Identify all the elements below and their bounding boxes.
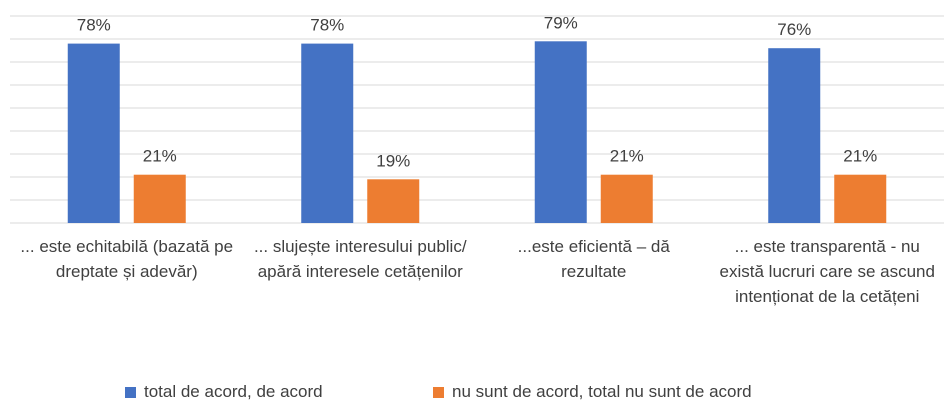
bar: [367, 179, 420, 223]
bar: [301, 43, 354, 223]
data-label: 78%: [77, 16, 111, 35]
bar: [768, 48, 821, 224]
data-label: 79%: [544, 13, 578, 32]
x-tick-label: ... este echitabilă (bazată pe dreptate …: [20, 237, 234, 281]
data-label: 78%: [310, 16, 344, 35]
bar: [600, 174, 653, 223]
bar: [67, 43, 120, 223]
data-label: 21%: [143, 147, 177, 166]
data-label: 21%: [610, 147, 644, 166]
bar: [834, 174, 887, 223]
x-tick-label: ... slujește interesului public/ apără i…: [253, 237, 467, 281]
data-label: 21%: [843, 147, 877, 166]
legend-item: nu sunt de acord, total nu sunt de acord: [433, 382, 752, 402]
legend-swatch: [433, 386, 444, 398]
x-tick-label: ... este transparentă - nu există lucrur…: [719, 237, 935, 306]
x-tick-label: ...este eficientă – dă rezultate: [517, 237, 670, 281]
legend-label: nu sunt de acord, total nu sunt de acord: [452, 382, 752, 401]
legend-item: total de acord, de acord: [125, 382, 323, 402]
bar: [133, 174, 186, 223]
legend-swatch: [125, 386, 136, 398]
plot: 78% 21% 78% 19% 79% 21% 76% 21%: [10, 13, 944, 224]
data-label: 76%: [777, 20, 811, 39]
legend-label: total de acord, de acord: [144, 382, 323, 401]
bar: [534, 41, 587, 223]
data-label: 19%: [376, 151, 410, 170]
